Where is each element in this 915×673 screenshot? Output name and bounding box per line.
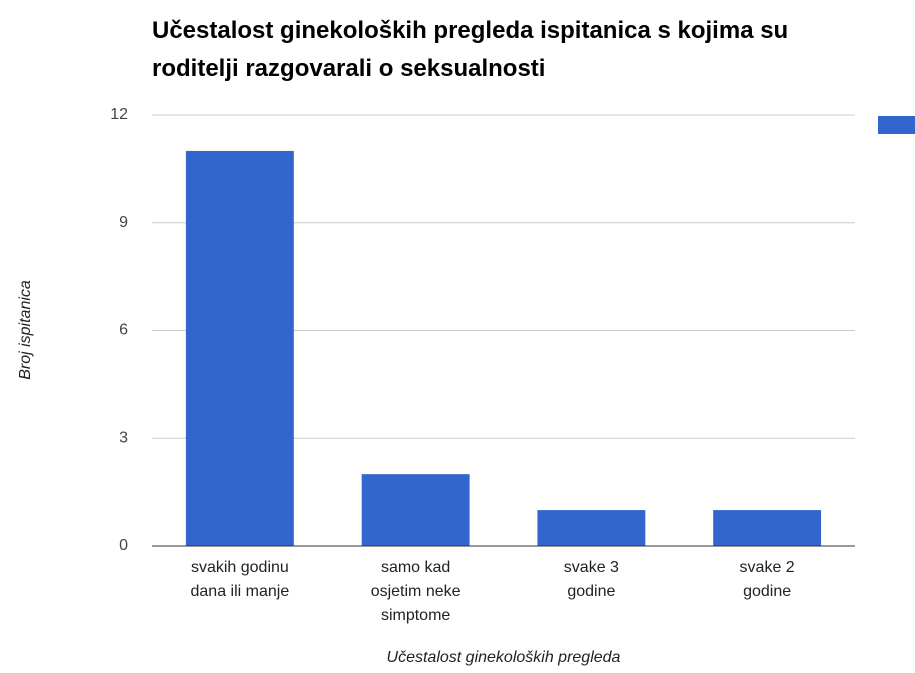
chart-title: Učestalost ginekoloških pregleda ispitan… — [152, 17, 789, 82]
x-tick-label: svake 3 godine — [563, 559, 619, 600]
y-tick-label: 6 — [119, 322, 128, 339]
bar — [361, 474, 470, 546]
y-tick-label: 12 — [110, 106, 128, 123]
x-tick-label: svakih godinu dana ili manje — [190, 559, 290, 600]
x-axis-label: Učestalost ginekoloških pregleda — [386, 649, 621, 666]
y-tick-label: 0 — [119, 537, 128, 554]
bar — [185, 150, 294, 546]
y-tick-label: 9 — [119, 214, 128, 231]
legend-swatch — [878, 116, 915, 134]
y-axis-label: Broj ispitanica — [17, 280, 34, 380]
bar — [713, 510, 822, 546]
x-tick-label: samo kad osjetim neke simptome — [370, 559, 461, 624]
x-tick-label: svake 2 godine — [739, 559, 795, 600]
bar — [537, 510, 646, 546]
y-tick-label: 3 — [119, 429, 128, 446]
